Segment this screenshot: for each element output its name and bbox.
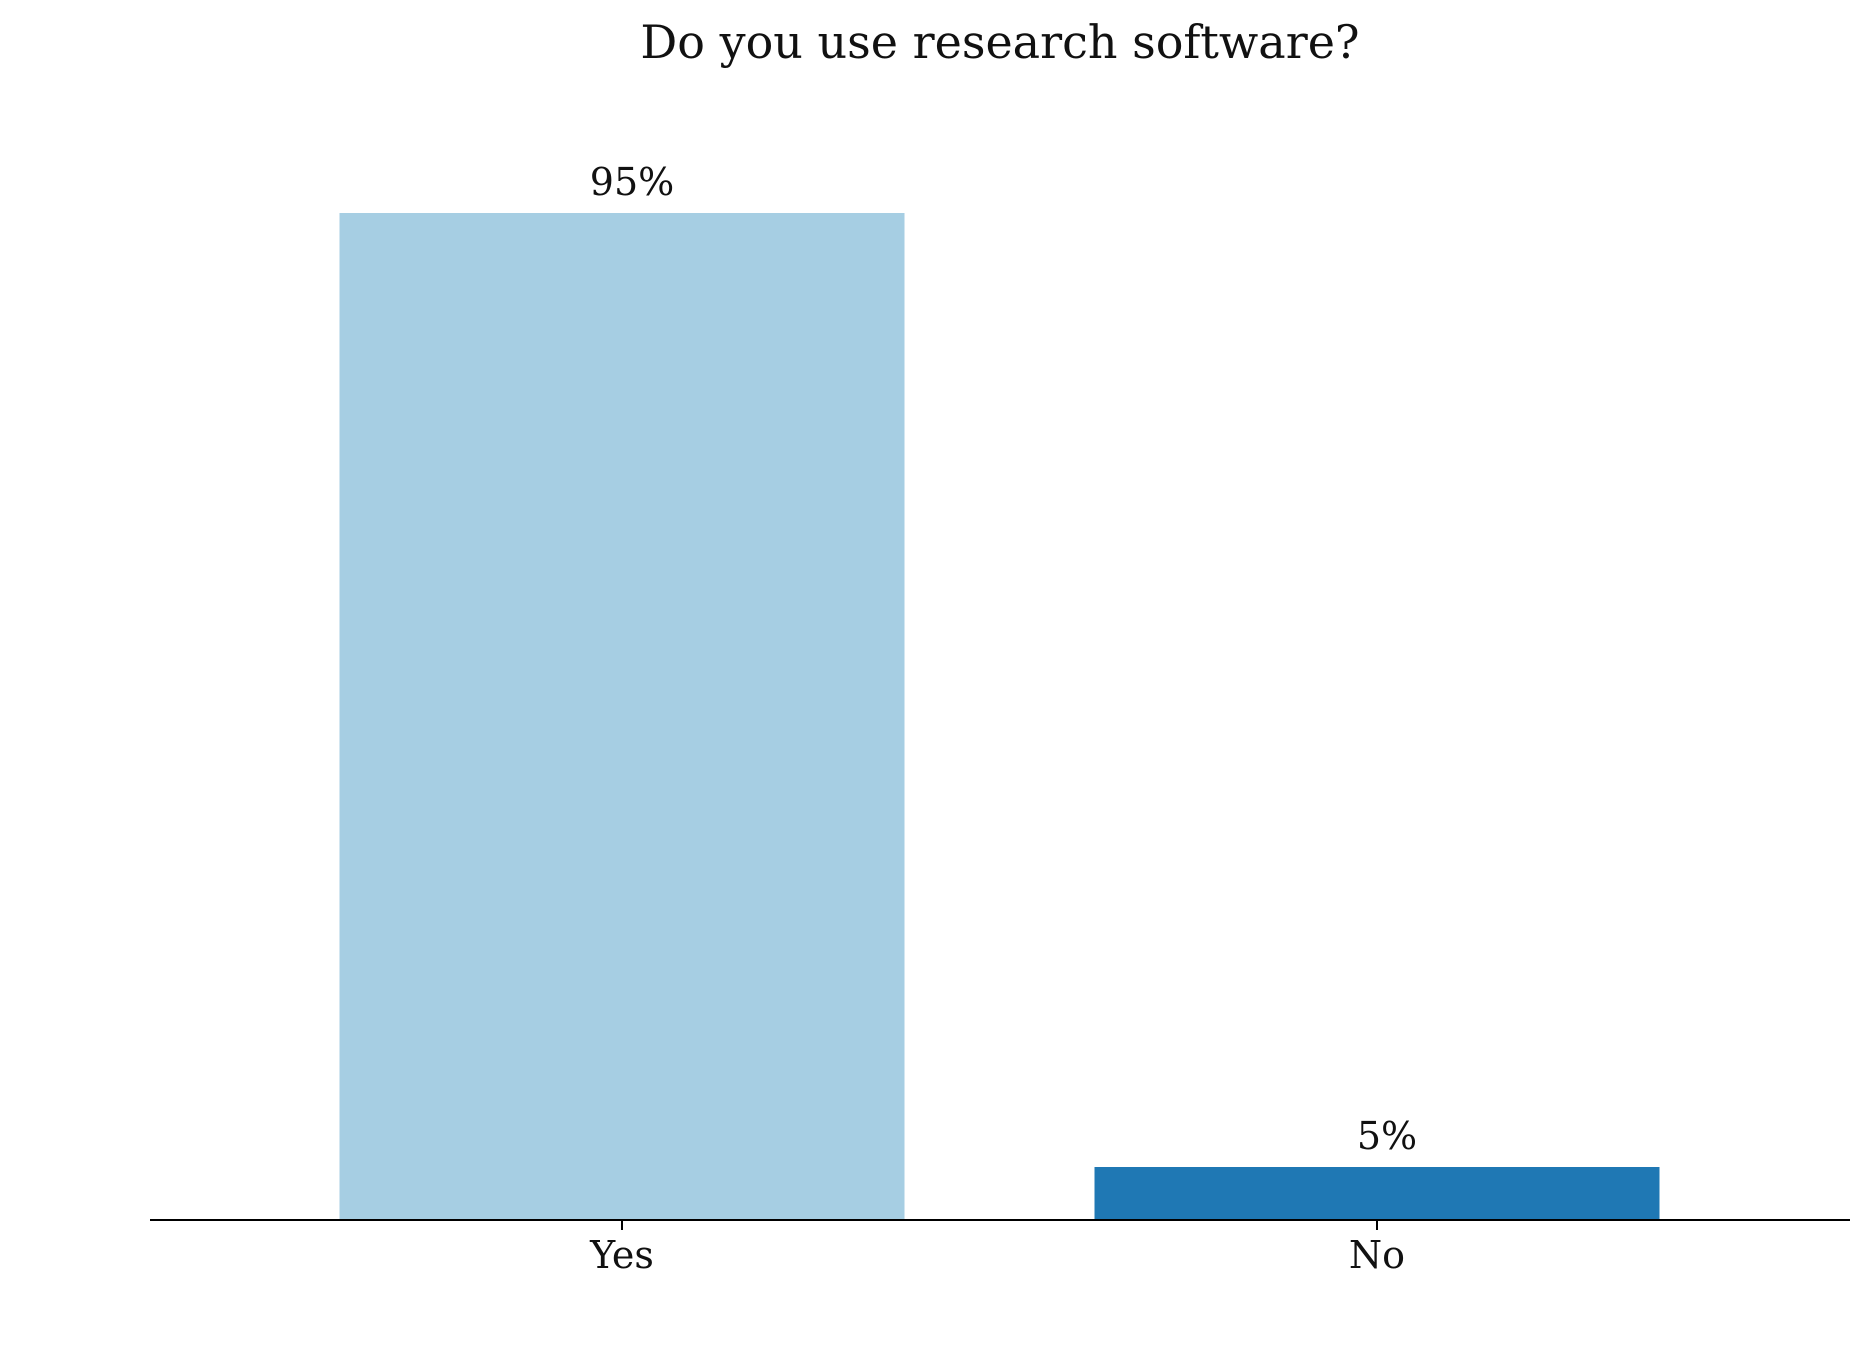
bar-no <box>1094 1167 1660 1220</box>
value-label-yes: 95% <box>590 160 674 204</box>
bar-yes <box>339 213 905 1220</box>
x-tick-label-no: No <box>1349 1233 1405 1277</box>
x-tick-label-yes: Yes <box>589 1233 654 1277</box>
chart-title: Do you use research software? <box>640 15 1359 69</box>
value-label-no: 5% <box>1357 1114 1417 1158</box>
bars-layer: 95% Yes 5% No <box>339 160 1660 1277</box>
